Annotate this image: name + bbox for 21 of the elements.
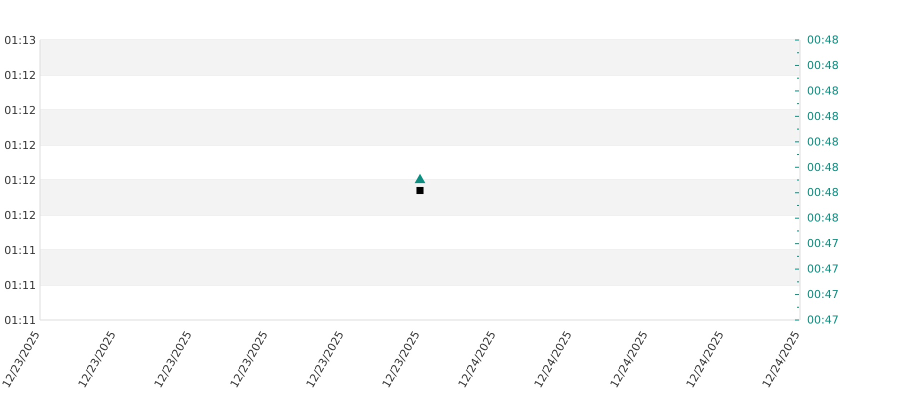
y-tick-label: 01:12 — [4, 68, 36, 82]
y2-tick-label: 00:48 — [807, 160, 839, 174]
y-tick-label: 01:11 — [4, 278, 36, 292]
y2-tick-label: 00:48 — [807, 84, 839, 98]
y-tick-label: 01:12 — [4, 174, 36, 187]
y2-tick-label: 00:47 — [807, 262, 839, 276]
y-tick-label: 01:13 — [4, 34, 36, 47]
y2-tick-label: 00:48 — [807, 34, 839, 46]
y-tick-label: 01:12 — [4, 138, 36, 152]
y-tick-label: 01:11 — [4, 314, 36, 327]
y2-tick-label: 00:48 — [807, 58, 839, 72]
y-tick-label: 01:11 — [4, 244, 36, 257]
y2-tick-label: 00:47 — [807, 314, 839, 326]
y2-tick-label: 00:48 — [807, 212, 839, 225]
y2-tick-label: 00:48 — [807, 110, 839, 123]
y-tick-label: 01:12 — [4, 104, 36, 117]
y2-tick-label: 00:48 — [807, 135, 839, 148]
y2-tick-label: 00:48 — [807, 186, 839, 200]
y-tick-label: 01:12 — [4, 208, 36, 222]
y2-tick-label: 00:47 — [807, 237, 839, 250]
y2-tick-label: 00:47 — [807, 288, 839, 302]
